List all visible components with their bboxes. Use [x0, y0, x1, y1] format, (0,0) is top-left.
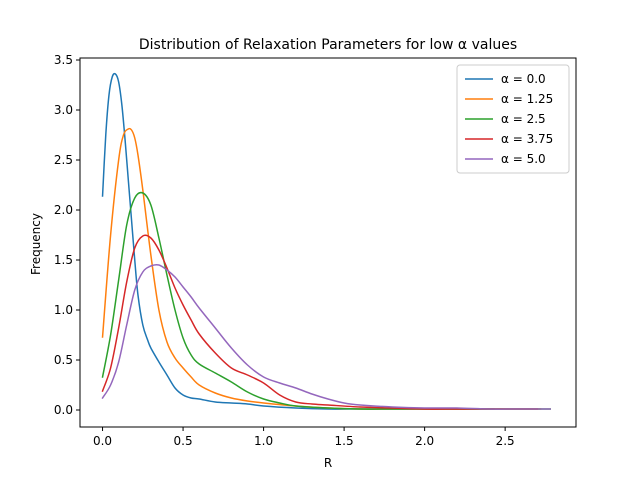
y-tick-label: 0.0	[54, 403, 73, 417]
x-axis-ticks: 0.0 0.5 1.0 1.5 2.0 2.5	[93, 427, 515, 448]
series-line-5	[101, 263, 551, 410]
legend: α = 0.0 α = 1.25 α = 2.5 α = 3.75 α = 5.0	[456, 64, 570, 174]
plot-frame	[79, 57, 577, 428]
y-axis-label: Frequency	[29, 213, 43, 275]
y-tick-label: 2.5	[54, 153, 73, 167]
series-line-1	[101, 72, 495, 410]
y-tick-label: 1.5	[54, 253, 73, 267]
y-tick-label: 2.0	[54, 203, 73, 217]
x-axis-label: R	[324, 456, 332, 470]
x-tick-label: 1.5	[335, 434, 354, 448]
series-lines	[101, 72, 551, 410]
legend-label: α = 1.25	[501, 92, 553, 106]
plot-area	[101, 72, 551, 410]
x-tick-label: 1.0	[254, 434, 273, 448]
x-tick-label: 2.5	[496, 434, 515, 448]
y-tick-label: 1.0	[54, 303, 73, 317]
y-tick-label: 0.5	[54, 353, 73, 367]
legend-frame	[456, 64, 570, 174]
legend-label: α = 2.5	[501, 112, 546, 126]
x-tick-label: 0.0	[93, 434, 112, 448]
x-tick-label: 2.0	[415, 434, 434, 448]
y-tick-label: 3.0	[54, 103, 73, 117]
y-tick-label: 3.5	[54, 53, 73, 67]
x-tick-label: 0.5	[174, 434, 193, 448]
chart-title: Distribution of Relaxation Parameters fo…	[139, 37, 517, 53]
y-axis-ticks: 0.0 0.5 1.0 1.5 2.0 2.5 3.0 3.5	[54, 53, 80, 417]
legend-label: α = 0.0	[501, 72, 546, 86]
legend-label: α = 3.75	[501, 132, 553, 146]
legend-label: α = 5.0	[501, 152, 546, 166]
series-line-4	[101, 234, 539, 410]
